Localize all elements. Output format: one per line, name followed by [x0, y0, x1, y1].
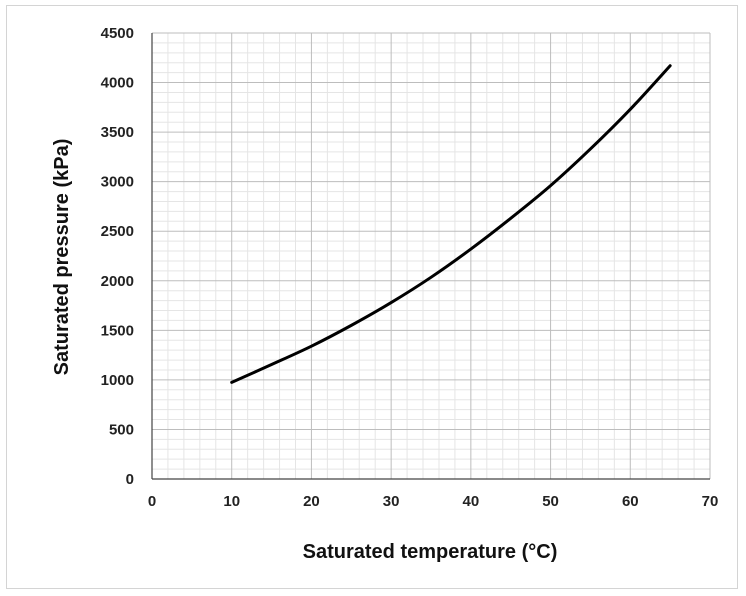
x-tick-label: 10 — [223, 493, 240, 510]
y-tick-label: 2500 — [101, 223, 134, 240]
x-axis-title: Saturated temperature (°C) — [303, 541, 558, 563]
y-tick-label: 1500 — [101, 322, 134, 339]
minor-grid — [152, 33, 710, 479]
y-tick-label: 500 — [109, 421, 134, 438]
y-tick-label: 1000 — [101, 372, 134, 389]
x-tick-label: 30 — [383, 493, 400, 510]
y-tick-label: 2000 — [101, 273, 134, 290]
major-grid — [151, 32, 711, 480]
y-tick-label: 4500 — [101, 25, 134, 42]
series-layer — [230, 64, 672, 384]
x-tick-label: 70 — [702, 493, 719, 510]
axes — [151, 33, 710, 480]
x-tick-label: 20 — [303, 493, 320, 510]
x-tick-label: 60 — [622, 493, 639, 510]
y-tick-label: 0 — [126, 471, 134, 488]
x-tick-label: 40 — [463, 493, 480, 510]
y-tick-label: 3500 — [101, 124, 134, 141]
x-tick-label: 0 — [148, 493, 156, 510]
series-line — [230, 64, 672, 384]
y-tick-label: 3000 — [101, 174, 134, 191]
y-tick-labels: 0 500 1000 1500 2000 2500 3000 3500 4000 4500 — [101, 25, 134, 488]
chart-border — [6, 5, 738, 589]
x-tick-label: 50 — [542, 493, 559, 510]
x-tick-labels: 0 10 20 30 40 50 60 70 — [148, 493, 719, 510]
y-axis-title: Saturated pressure (kPa) — [51, 139, 73, 376]
y-tick-label: 4000 — [101, 75, 134, 92]
